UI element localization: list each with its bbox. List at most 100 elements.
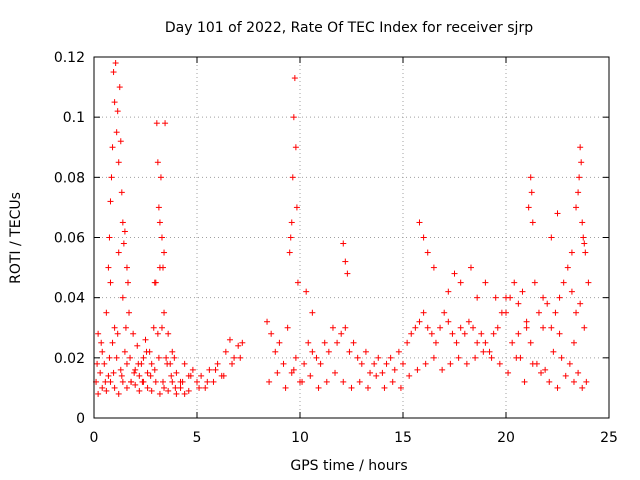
data-point	[340, 378, 347, 385]
x-tick-label: 15	[394, 430, 412, 446]
data-point	[179, 378, 186, 385]
data-point	[140, 354, 147, 361]
data-point	[546, 378, 553, 385]
data-point	[119, 219, 126, 226]
data-point	[395, 348, 402, 355]
data-point	[155, 354, 162, 361]
data-point	[115, 159, 122, 166]
data-point	[344, 270, 351, 277]
data-point	[189, 366, 196, 373]
data-point	[496, 360, 503, 367]
data-point	[124, 279, 131, 286]
data-point	[287, 234, 294, 241]
data-point	[289, 174, 296, 181]
data-point	[204, 378, 211, 385]
data-point	[323, 378, 330, 385]
data-point	[455, 354, 462, 361]
y-tick-label: 0.06	[54, 231, 85, 247]
data-point	[562, 372, 569, 379]
data-point	[560, 279, 567, 286]
data-point	[474, 339, 481, 346]
data-point	[173, 390, 180, 397]
data-point	[111, 324, 118, 331]
data-point	[315, 384, 322, 391]
data-point	[134, 342, 141, 349]
tick-labels: 0 5 10 15 20 25 0 0.02 0.04 0.06 0.08 0.1 0.12	[54, 50, 618, 446]
data-point	[153, 120, 160, 127]
data-point	[412, 324, 419, 331]
data-point	[160, 264, 167, 271]
data-point	[465, 318, 472, 325]
data-point	[130, 330, 137, 337]
data-point	[164, 360, 171, 367]
data-point	[437, 324, 444, 331]
data-point	[140, 378, 147, 385]
data-point	[570, 378, 577, 385]
data-point	[288, 369, 295, 376]
data-point	[342, 258, 349, 265]
data-point	[556, 294, 563, 301]
data-point	[117, 366, 124, 373]
data-point	[346, 348, 353, 355]
data-point	[168, 372, 175, 379]
data-point	[533, 360, 540, 367]
y-tick-label: 0.08	[54, 170, 85, 186]
data-point	[482, 279, 489, 286]
data-point	[235, 342, 242, 349]
points	[93, 60, 592, 397]
grid	[94, 57, 609, 418]
data-point	[113, 354, 120, 361]
data-point	[548, 324, 555, 331]
data-point	[165, 387, 172, 394]
data-point	[364, 384, 371, 391]
data-point	[451, 270, 458, 277]
data-point	[321, 339, 328, 346]
data-point	[515, 330, 522, 337]
data-point	[106, 234, 113, 241]
data-point	[406, 372, 413, 379]
data-point	[154, 159, 161, 166]
data-point	[239, 339, 246, 346]
data-point	[348, 384, 355, 391]
data-point	[581, 324, 588, 331]
data-point	[507, 294, 514, 301]
data-point	[573, 204, 580, 211]
data-point	[564, 264, 571, 271]
data-point	[317, 360, 324, 367]
data-point	[155, 204, 162, 211]
data-point	[519, 288, 526, 295]
data-point	[161, 309, 168, 316]
data-point	[474, 294, 481, 301]
data-point	[280, 360, 287, 367]
data-point	[131, 369, 138, 376]
data-point	[272, 348, 279, 355]
data-point	[107, 279, 114, 286]
data-point	[158, 234, 165, 241]
y-tick-label: 0.02	[54, 351, 85, 367]
data-point	[573, 309, 580, 316]
data-point	[350, 339, 357, 346]
data-point	[115, 249, 122, 256]
data-point	[552, 309, 559, 316]
data-point	[575, 189, 582, 196]
data-point	[206, 366, 213, 373]
data-point	[107, 198, 114, 205]
data-point	[400, 360, 406, 367]
data-point	[430, 354, 437, 361]
data-point	[161, 249, 168, 256]
data-point	[148, 387, 155, 394]
data-point	[511, 279, 518, 286]
data-point	[580, 234, 587, 241]
data-point	[529, 219, 536, 226]
data-point	[294, 279, 301, 286]
data-point	[447, 360, 454, 367]
data-point	[416, 219, 423, 226]
data-point	[102, 378, 109, 385]
data-point	[463, 360, 470, 367]
data-point	[579, 219, 586, 226]
data-point	[143, 348, 150, 355]
y-axis-label: ROTI / TECUs	[8, 192, 24, 284]
data-point	[570, 339, 577, 346]
data-point	[523, 324, 530, 331]
x-tick-label: 10	[291, 430, 309, 446]
